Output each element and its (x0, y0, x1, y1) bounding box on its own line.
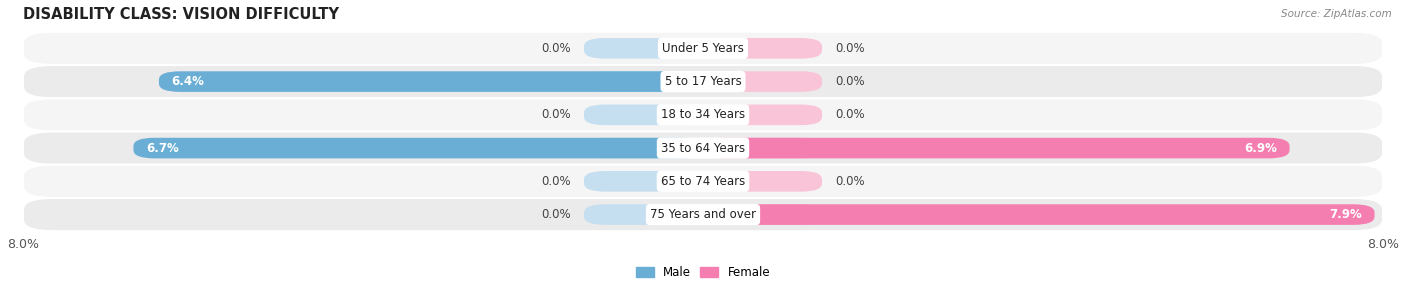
FancyBboxPatch shape (159, 71, 703, 92)
FancyBboxPatch shape (583, 204, 703, 225)
Text: 18 to 34 Years: 18 to 34 Years (661, 108, 745, 121)
FancyBboxPatch shape (703, 204, 1375, 225)
FancyBboxPatch shape (22, 165, 1384, 198)
Text: DISABILITY CLASS: VISION DIFFICULTY: DISABILITY CLASS: VISION DIFFICULTY (22, 7, 339, 22)
Text: 0.0%: 0.0% (541, 175, 571, 188)
FancyBboxPatch shape (22, 65, 1384, 98)
Text: 0.0%: 0.0% (835, 175, 865, 188)
FancyBboxPatch shape (22, 32, 1384, 65)
FancyBboxPatch shape (703, 138, 1289, 159)
Text: 75 Years and over: 75 Years and over (650, 208, 756, 221)
FancyBboxPatch shape (703, 171, 823, 192)
Text: 0.0%: 0.0% (541, 42, 571, 55)
Text: 7.9%: 7.9% (1329, 208, 1362, 221)
Text: 0.0%: 0.0% (835, 42, 865, 55)
FancyBboxPatch shape (703, 38, 823, 59)
FancyBboxPatch shape (703, 105, 823, 125)
Text: Source: ZipAtlas.com: Source: ZipAtlas.com (1281, 9, 1392, 19)
Text: 35 to 64 Years: 35 to 64 Years (661, 142, 745, 155)
FancyBboxPatch shape (583, 105, 703, 125)
Text: 5 to 17 Years: 5 to 17 Years (665, 75, 741, 88)
FancyBboxPatch shape (703, 138, 823, 159)
FancyBboxPatch shape (134, 138, 703, 159)
FancyBboxPatch shape (703, 204, 823, 225)
Text: 65 to 74 Years: 65 to 74 Years (661, 175, 745, 188)
FancyBboxPatch shape (22, 198, 1384, 231)
FancyBboxPatch shape (583, 71, 703, 92)
FancyBboxPatch shape (22, 132, 1384, 165)
FancyBboxPatch shape (583, 38, 703, 59)
Text: 6.4%: 6.4% (172, 75, 205, 88)
Text: 0.0%: 0.0% (835, 108, 865, 121)
Text: Under 5 Years: Under 5 Years (662, 42, 744, 55)
Text: 6.9%: 6.9% (1244, 142, 1277, 155)
Text: 0.0%: 0.0% (835, 75, 865, 88)
Text: 6.7%: 6.7% (146, 142, 179, 155)
FancyBboxPatch shape (583, 171, 703, 192)
Legend: Male, Female: Male, Female (631, 261, 775, 284)
FancyBboxPatch shape (22, 98, 1384, 132)
Text: 0.0%: 0.0% (541, 108, 571, 121)
FancyBboxPatch shape (583, 138, 703, 159)
Text: 0.0%: 0.0% (541, 208, 571, 221)
FancyBboxPatch shape (703, 71, 823, 92)
